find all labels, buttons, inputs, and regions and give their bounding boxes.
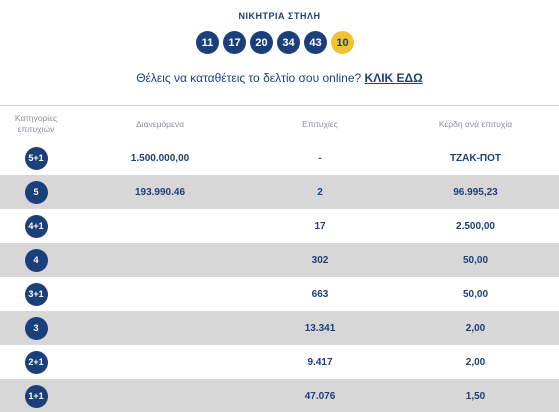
winners-cell: 663 bbox=[311, 288, 329, 300]
distributed-cell: 193.990.46 bbox=[134, 186, 186, 198]
number-ball: 43 bbox=[304, 31, 327, 54]
table-row: 4+1 17 2.500,00 bbox=[0, 209, 559, 243]
category-badge: 3+1 bbox=[24, 282, 48, 306]
category-badge: 5+1 bbox=[24, 146, 48, 170]
table-row: 5+1 1.500.000,00 - ΤΖΑΚ-ΠΟΤ bbox=[0, 141, 559, 175]
header-distributed: Διανεμόμενα bbox=[136, 118, 184, 129]
table-row: 5 193.990.46 2 96.995,23 bbox=[0, 175, 559, 209]
table-row: 4 302 50,00 bbox=[0, 243, 559, 277]
winners-cell: 302 bbox=[311, 254, 329, 266]
prize-cell: 50,00 bbox=[462, 254, 489, 266]
winners-cell: 47.076 bbox=[304, 390, 336, 402]
winners-cell: 13.341 bbox=[304, 322, 336, 334]
category-badge: 4 bbox=[24, 248, 48, 272]
table-row: 3+1 663 50,00 bbox=[0, 277, 559, 311]
prize-cell: 1,50 bbox=[465, 390, 486, 402]
category-badge: 5 bbox=[24, 180, 48, 204]
table-header: Κατηγορίες επιτυχιών Διανεμόμενα Επιτυχί… bbox=[0, 105, 559, 141]
winners-cell: 17 bbox=[314, 220, 326, 232]
prize-cell: 2,00 bbox=[465, 356, 486, 368]
winning-numbers: 11 17 20 34 43 10 bbox=[196, 31, 354, 54]
prize-cell: 2,00 bbox=[465, 322, 486, 334]
header-winners: Επιτυχίες bbox=[302, 118, 338, 129]
number-ball: 11 bbox=[196, 31, 219, 54]
prize-cell: 96.995,23 bbox=[453, 186, 498, 198]
winners-cell: 9.417 bbox=[307, 356, 333, 368]
table-row: 1+1 47.076 1,50 bbox=[0, 379, 559, 412]
bonus-ball: 10 bbox=[331, 31, 354, 54]
header-prize: Κέρδη ανά επιτυχία bbox=[438, 118, 513, 129]
number-ball: 34 bbox=[277, 31, 300, 54]
distributed-cell: 1.500.000,00 bbox=[130, 152, 190, 164]
prize-cell: 50,00 bbox=[462, 288, 489, 300]
prize-table: Κατηγορίες επιτυχιών Διανεμόμενα Επιτυχί… bbox=[0, 105, 559, 412]
prize-cell: 2.500,00 bbox=[456, 220, 495, 232]
winners-cell: 2 bbox=[317, 186, 323, 198]
online-ticket-prompt: Θέλεις να καταθέτεις το δελτίο σου onlin… bbox=[0, 71, 559, 85]
prize-cell: ΤΖΑΚ-ΠΟΤ bbox=[449, 152, 502, 164]
category-badge: 2+1 bbox=[24, 350, 48, 374]
category-badge: 1+1 bbox=[24, 384, 48, 408]
prompt-text: Θέλεις να καταθέτεις το δελτίο σου onlin… bbox=[136, 71, 362, 85]
header-categories: Κατηγορίες επιτυχιών bbox=[14, 112, 58, 134]
category-badge: 4+1 bbox=[24, 214, 48, 238]
winners-cell: - bbox=[318, 152, 322, 164]
number-ball: 20 bbox=[250, 31, 273, 54]
number-ball: 17 bbox=[223, 31, 246, 54]
table-row: 3 13.341 2,00 bbox=[0, 311, 559, 345]
table-row: 2+1 9.417 2,00 bbox=[0, 345, 559, 379]
click-here-link[interactable]: ΚΛΙΚ ΕΔΩ bbox=[364, 71, 423, 85]
winning-column-title: ΝΙΚΗΤΡΙΑ ΣΤΗΛΗ bbox=[238, 11, 321, 21]
category-badge: 3 bbox=[24, 316, 48, 340]
